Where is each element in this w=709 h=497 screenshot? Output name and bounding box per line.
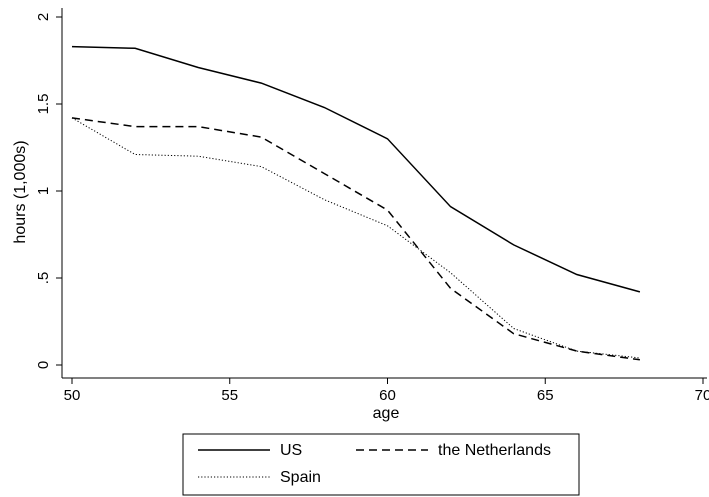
x-tick-label: 50 bbox=[64, 387, 81, 404]
y-tick-label: 1 bbox=[35, 187, 52, 195]
series-line-us bbox=[71, 45, 641, 293]
x-axis-title: age bbox=[373, 405, 400, 422]
legend-label: the Netherlands bbox=[438, 442, 551, 459]
y-tick-label: 2 bbox=[35, 13, 52, 21]
y-tick-label: .5 bbox=[35, 272, 52, 285]
x-axis: 50 55 60 65 70 bbox=[62, 377, 709, 404]
legend: US the Netherlands Spain bbox=[182, 433, 580, 496]
y-tick-label: 0 bbox=[35, 361, 52, 369]
x-tick-label: 70 bbox=[695, 387, 709, 404]
y-axis: 0 .5 1 1.5 2 bbox=[35, 8, 63, 378]
legend-box bbox=[182, 433, 580, 496]
y-axis-title: hours (1,000s) bbox=[12, 140, 29, 243]
x-tick-label: 60 bbox=[379, 387, 396, 404]
legend-label: Spain bbox=[280, 469, 321, 486]
legend-label: US bbox=[280, 442, 302, 459]
y-tick-label: 1.5 bbox=[35, 94, 52, 115]
x-tick-label: 55 bbox=[221, 387, 238, 404]
series-line-the-netherlands bbox=[71, 117, 641, 361]
series-layer bbox=[71, 45, 641, 361]
x-tick-label: 65 bbox=[537, 387, 554, 404]
plot-frame bbox=[62, 6, 707, 378]
